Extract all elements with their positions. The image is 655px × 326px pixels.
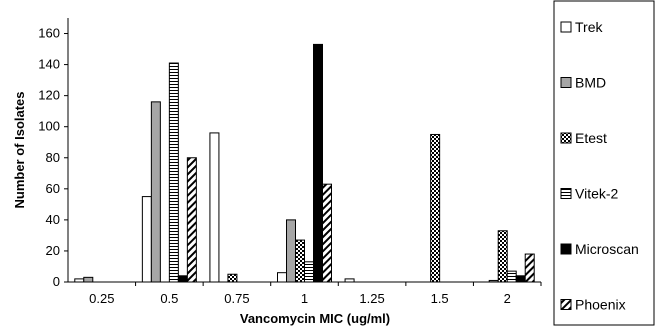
bar-etest: [497, 230, 508, 283]
legend: Trek BMD Etest Vitek-2 Microscan Phoenix: [553, 0, 655, 326]
bar-phoenix: [186, 157, 197, 283]
y-tick-label: 40: [46, 212, 60, 227]
legend-label: BMD: [575, 75, 606, 91]
legend-label: Microscan: [575, 241, 639, 257]
bar-trek: [277, 272, 287, 283]
legend-swatch: [560, 243, 572, 255]
y-tick-label: 160: [38, 26, 60, 41]
bar-phoenix: [524, 253, 535, 283]
legend-swatch: [560, 299, 572, 310]
bar-vitek-2: [506, 270, 517, 283]
legend-label: Vitek-2: [575, 186, 619, 202]
bar-bmd: [150, 101, 161, 283]
bar-microscan: [515, 275, 526, 283]
legend-swatch: [560, 132, 572, 144]
bar-trek: [344, 278, 355, 283]
bar-bmd: [286, 219, 296, 283]
legend-swatch: [560, 77, 572, 88]
legend-label: Etest: [575, 130, 607, 146]
bar-microscan: [177, 275, 188, 283]
x-axis-ticks: 0.25 0.5 0.75 1 1.25 1.5 2: [89, 282, 542, 306]
bar-etest: [227, 273, 238, 283]
bar-bmd: [488, 279, 499, 283]
bar-phoenix: [322, 183, 332, 283]
x-tick-label: 0.25: [89, 291, 114, 306]
y-tick-label: 20: [46, 243, 60, 258]
x-axis-title: Vancomycin MIC (ug/ml): [240, 311, 390, 326]
y-tick-label: 140: [38, 57, 60, 72]
x-tick-label: 2: [504, 291, 511, 306]
legend-label: Trek: [575, 19, 603, 35]
y-tick-label: 60: [46, 181, 60, 196]
legend-swatch: [560, 21, 572, 33]
y-tick-label: 120: [38, 88, 60, 103]
bar-vitek-2: [304, 261, 314, 283]
bar-microscan: [313, 43, 323, 283]
legend-label: Phoenix: [575, 297, 626, 313]
x-tick-label: 1.5: [431, 291, 449, 306]
y-tick-label: 0: [53, 274, 60, 289]
bar-bmd: [83, 276, 94, 283]
y-tick-label: 80: [46, 150, 60, 165]
legend-swatch: [560, 188, 572, 199]
bar-trek: [141, 196, 152, 283]
bar-etest: [430, 133, 441, 283]
y-axis-title: Number of Isolates: [12, 91, 27, 208]
legend-box: [553, 0, 655, 326]
bar-etest: [295, 239, 305, 283]
bar-vitek-2: [168, 62, 179, 283]
x-tick-label: 0.75: [224, 291, 249, 306]
bar-group: [74, 43, 535, 283]
bar-trek: [209, 132, 220, 283]
y-axis-ticks: 0 20 40 60 80 100 120 140 160: [38, 26, 68, 289]
x-tick-label: 0.5: [160, 291, 178, 306]
x-tick-label: 1.25: [359, 291, 384, 306]
y-tick-label: 100: [38, 119, 60, 134]
bar-trek: [74, 278, 85, 283]
x-tick-label: 1: [301, 291, 308, 306]
